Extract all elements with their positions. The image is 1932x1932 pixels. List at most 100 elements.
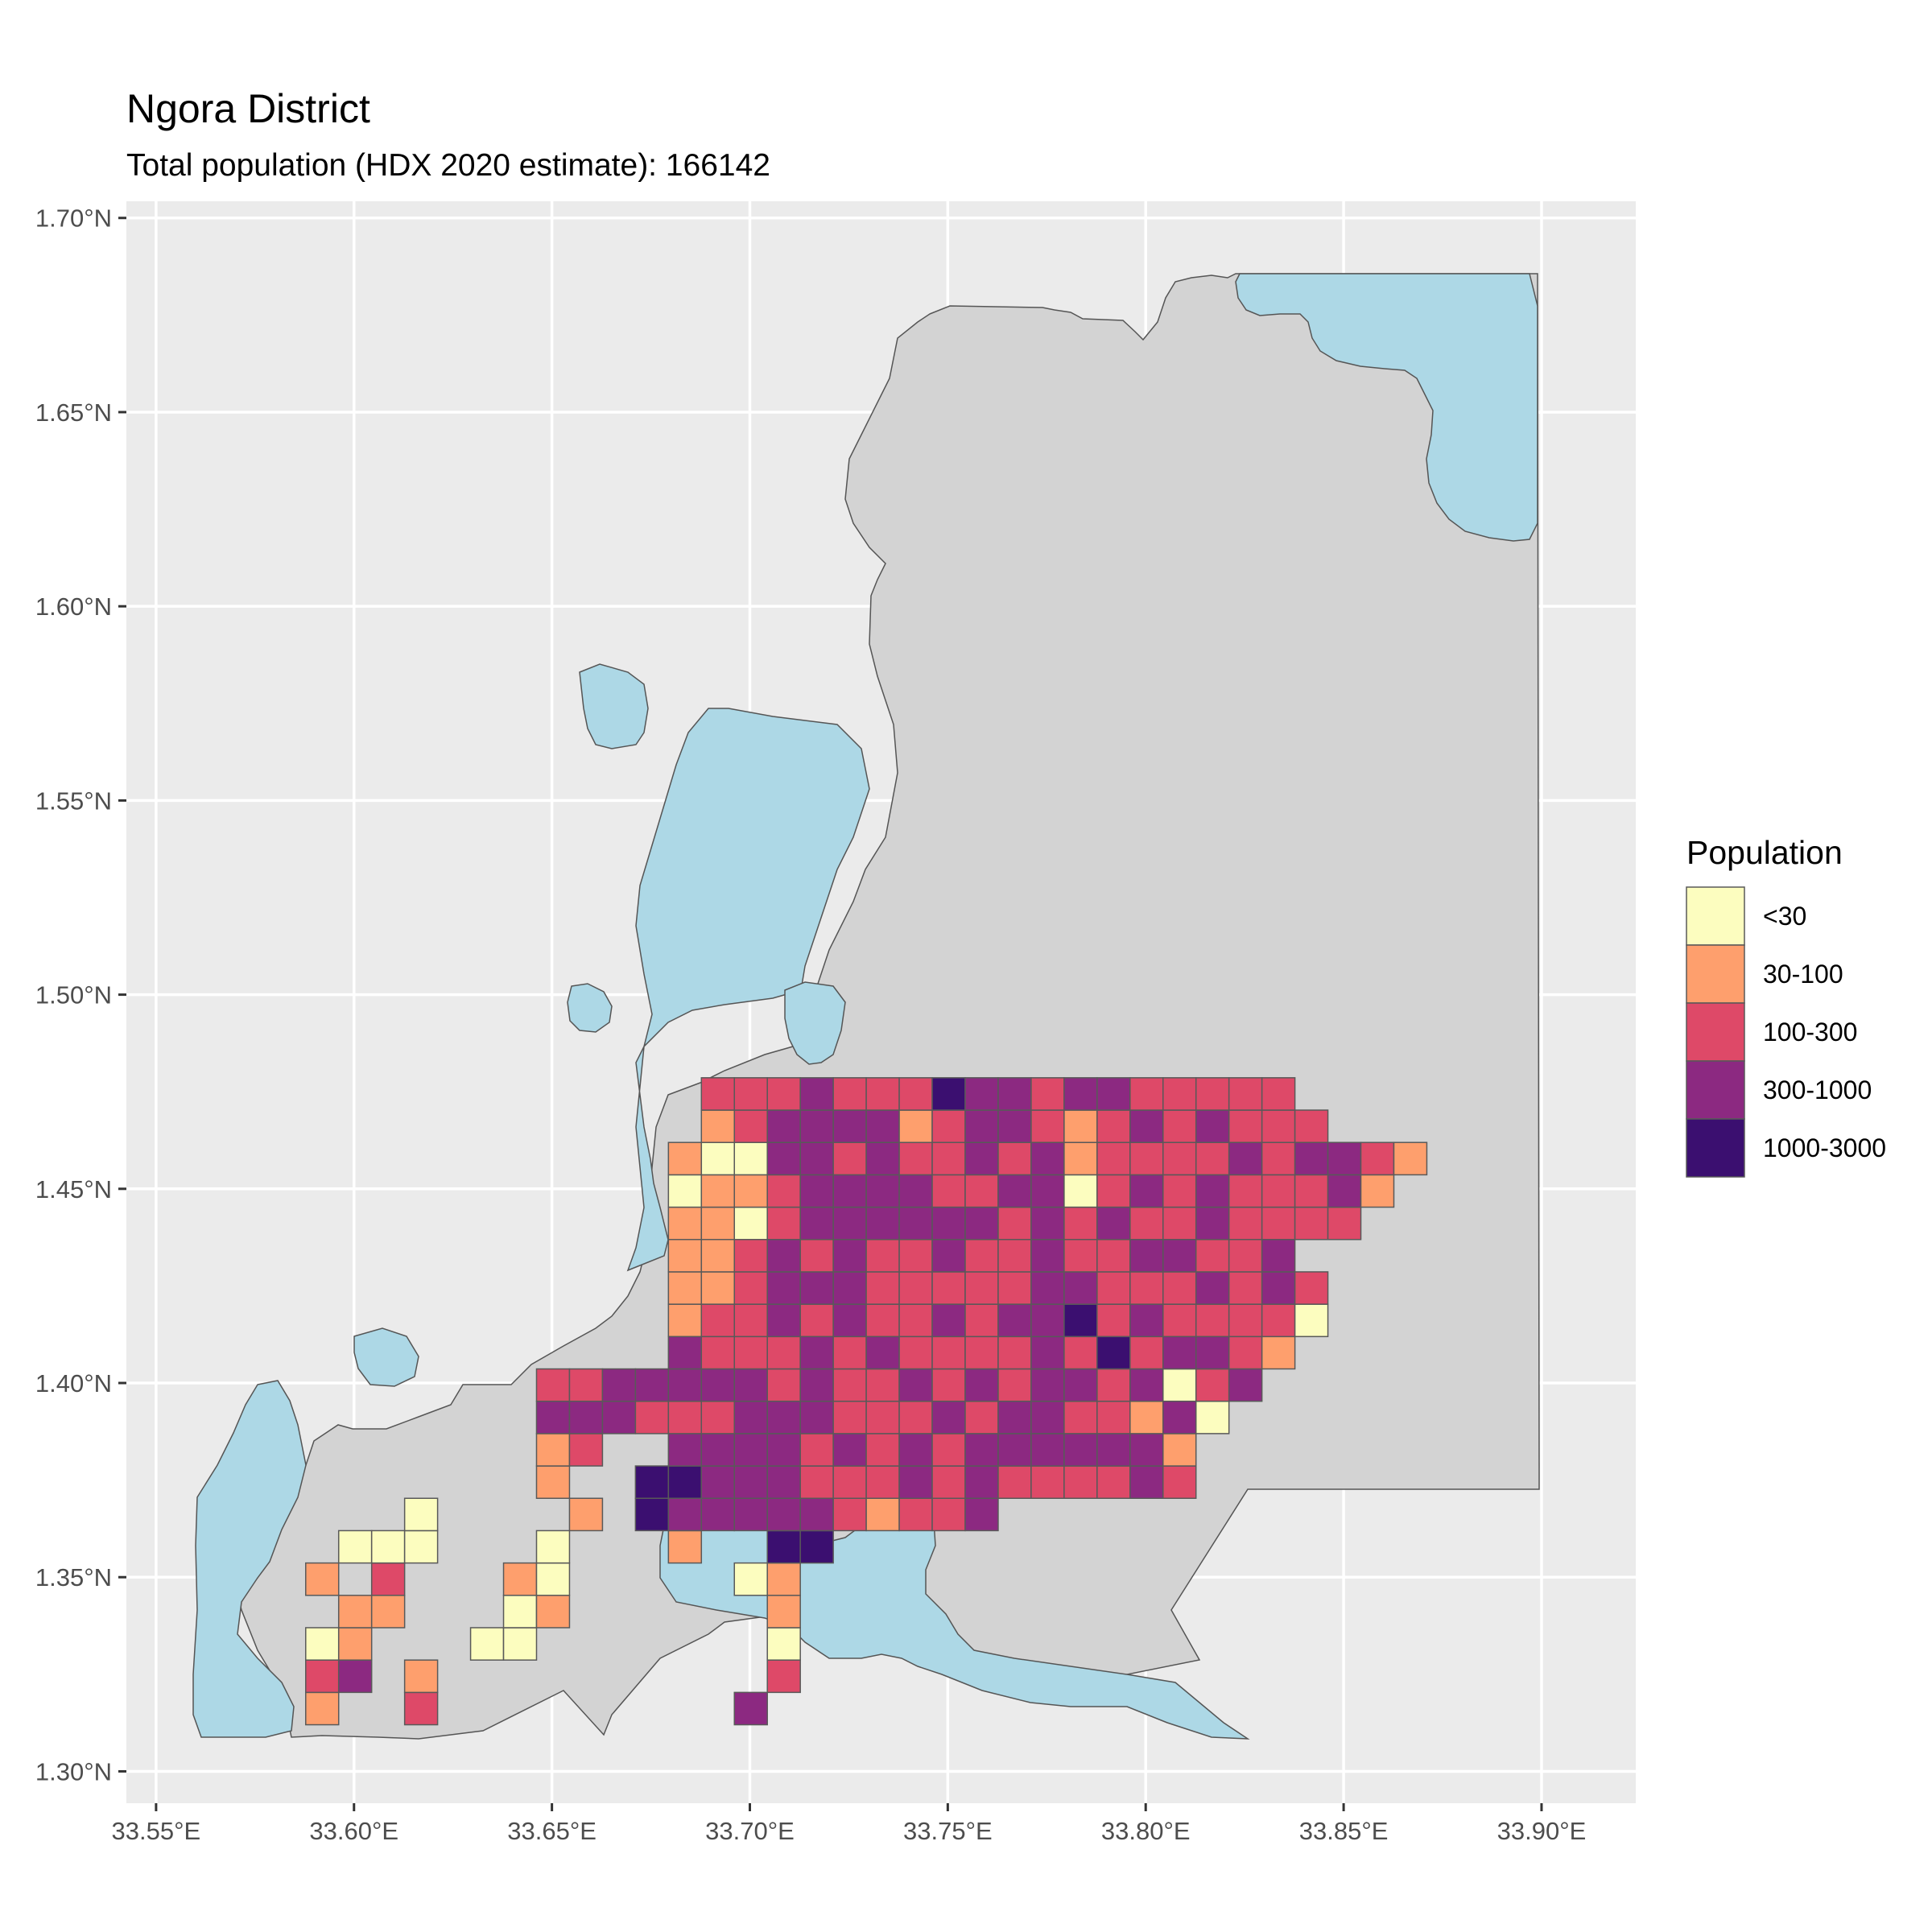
population-cell bbox=[667, 1530, 703, 1564]
population-cell bbox=[667, 1400, 703, 1435]
population-cell bbox=[1129, 1109, 1164, 1143]
population-cell bbox=[766, 1271, 801, 1305]
population-cell bbox=[865, 1400, 900, 1435]
population-cell bbox=[997, 1465, 1032, 1499]
population-cell bbox=[898, 1109, 933, 1143]
population-cell bbox=[535, 1465, 571, 1499]
population-cell bbox=[766, 1141, 801, 1176]
population-cell bbox=[1030, 1368, 1065, 1402]
population-cell bbox=[931, 1497, 966, 1532]
population-cell bbox=[700, 1206, 736, 1241]
population-cell bbox=[1063, 1239, 1098, 1273]
y-tick-label: 1.50°N bbox=[35, 981, 112, 1009]
legend-swatch bbox=[1686, 1060, 1745, 1120]
population-cell bbox=[766, 1174, 801, 1208]
population-cell bbox=[502, 1595, 538, 1629]
population-cell bbox=[766, 1303, 801, 1338]
population-cell bbox=[865, 1368, 900, 1402]
population-cell bbox=[1096, 1206, 1131, 1241]
population-cell bbox=[1096, 1239, 1131, 1273]
population-cell bbox=[733, 1141, 768, 1176]
population-cell bbox=[1261, 1303, 1296, 1338]
population-cell bbox=[766, 1595, 801, 1629]
population-cell bbox=[832, 1271, 867, 1305]
lake-west-small bbox=[353, 1327, 419, 1387]
population-cell bbox=[1261, 1206, 1296, 1241]
population-cell bbox=[733, 1465, 768, 1499]
population-cell bbox=[931, 1303, 966, 1338]
x-tick-label: 33.90°E bbox=[1497, 1817, 1587, 1845]
population-cell bbox=[799, 1141, 834, 1176]
population-cell bbox=[865, 1141, 900, 1176]
population-cell bbox=[1195, 1335, 1230, 1370]
population-cell bbox=[1294, 1174, 1329, 1208]
legend: Population <30 30-100 100-300 300-1000 1000-… bbox=[1686, 834, 1886, 1178]
population-cell bbox=[1030, 1109, 1065, 1143]
population-cell bbox=[634, 1400, 670, 1435]
population-cell bbox=[1063, 1109, 1098, 1143]
population-cell bbox=[1162, 1433, 1197, 1467]
population-cell bbox=[997, 1239, 1032, 1273]
x-tick-label: 33.60°E bbox=[309, 1817, 398, 1845]
population-cell bbox=[1030, 1465, 1065, 1499]
lake-central-east bbox=[784, 981, 846, 1065]
population-cell bbox=[733, 1174, 768, 1208]
population-cell bbox=[1129, 1206, 1164, 1241]
population-cell bbox=[832, 1303, 867, 1338]
population-cell bbox=[733, 1562, 768, 1596]
population-cell bbox=[700, 1433, 736, 1467]
population-cell bbox=[568, 1368, 604, 1402]
population-cell bbox=[1063, 1174, 1098, 1208]
population-cell bbox=[997, 1303, 1032, 1338]
population-cell bbox=[832, 1077, 867, 1111]
population-cell bbox=[535, 1433, 571, 1467]
legend-label: 300-1000 bbox=[1763, 1075, 1872, 1104]
population-cell bbox=[403, 1497, 439, 1532]
population-cell bbox=[832, 1368, 867, 1402]
population-cell bbox=[667, 1271, 703, 1305]
population-cell bbox=[1294, 1303, 1329, 1338]
population-cell bbox=[667, 1368, 703, 1402]
population-cell bbox=[832, 1239, 867, 1273]
population-cell bbox=[1261, 1109, 1296, 1143]
population-cell bbox=[1195, 1174, 1230, 1208]
axes: 33.55°E 33.60°E 33.65°E 33.70°E 33.75°E 33.80… bbox=[35, 204, 1586, 1845]
population-cell bbox=[1195, 1368, 1230, 1402]
population-cell bbox=[1129, 1465, 1164, 1499]
population-cell bbox=[1195, 1239, 1230, 1273]
population-cell bbox=[403, 1691, 439, 1726]
population-cell bbox=[1360, 1174, 1395, 1208]
population-cell bbox=[964, 1109, 999, 1143]
population-cell bbox=[898, 1497, 933, 1532]
lake-central-west bbox=[626, 708, 870, 1272]
population-cell bbox=[865, 1206, 900, 1241]
population-cell bbox=[832, 1400, 867, 1435]
population-cell bbox=[964, 1174, 999, 1208]
x-tick-label: 33.65°E bbox=[507, 1817, 597, 1845]
x-tick-label: 33.85°E bbox=[1299, 1817, 1389, 1845]
population-cell bbox=[931, 1077, 966, 1111]
population-cell bbox=[535, 1562, 571, 1596]
population-cell bbox=[370, 1562, 406, 1596]
population-cell bbox=[667, 1335, 703, 1370]
population-cell bbox=[1096, 1465, 1131, 1499]
population-cell bbox=[1195, 1303, 1230, 1338]
population-cell bbox=[1162, 1077, 1197, 1111]
population-cell bbox=[1129, 1174, 1164, 1208]
population-cell bbox=[1162, 1303, 1197, 1338]
population-cell bbox=[997, 1174, 1032, 1208]
population-cell bbox=[997, 1400, 1032, 1435]
population-cell bbox=[1162, 1400, 1197, 1435]
population-cell bbox=[931, 1465, 966, 1499]
population-cell bbox=[1063, 1433, 1098, 1467]
population-cell bbox=[766, 1109, 801, 1143]
population-cell bbox=[766, 1335, 801, 1370]
population-cell bbox=[766, 1433, 801, 1467]
legend-swatch bbox=[1686, 1002, 1745, 1062]
lake-small-center bbox=[567, 983, 613, 1033]
population-cell bbox=[1129, 1271, 1164, 1305]
population-cell bbox=[997, 1368, 1032, 1402]
population-cell bbox=[1063, 1400, 1098, 1435]
population-cell bbox=[1030, 1141, 1065, 1176]
population-cell bbox=[898, 1335, 933, 1370]
